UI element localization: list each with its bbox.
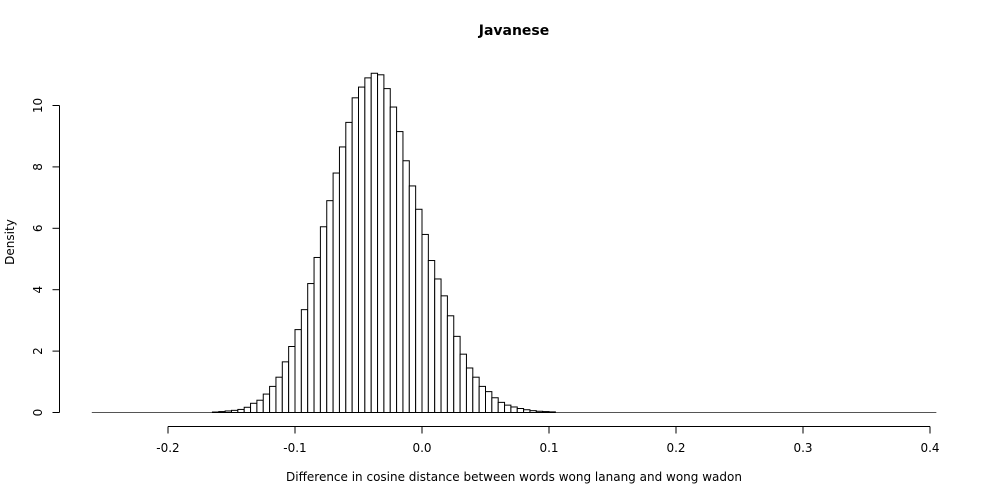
histogram-bar	[415, 208, 423, 413]
histogram-bar	[288, 346, 296, 413]
histogram-bar	[294, 329, 302, 413]
histogram-bar	[370, 72, 379, 413]
histogram-bar	[377, 74, 385, 414]
histogram-bar	[472, 376, 480, 414]
x-tick-label: 0.4	[920, 441, 939, 455]
histogram-bar	[383, 88, 391, 414]
histogram-bar	[300, 309, 309, 413]
histogram-bar	[275, 376, 283, 414]
histogram-bar	[358, 86, 366, 414]
histogram-bar	[313, 256, 321, 413]
histogram-bar	[421, 233, 429, 413]
histogram-bar	[510, 406, 518, 414]
x-tick-label: 0.3	[793, 441, 812, 455]
y-axis: 0 2 4 6 8 10	[31, 98, 60, 416]
histogram-bar	[529, 410, 537, 414]
histogram-bar	[237, 408, 245, 413]
histogram-bar	[485, 391, 493, 413]
x-tick-label: 0.0	[412, 441, 431, 455]
y-tick-label: 10	[31, 98, 45, 113]
histogram-bar	[440, 295, 448, 413]
histogram-bar	[338, 146, 347, 413]
histogram-bar	[548, 411, 556, 414]
histogram-bar	[491, 397, 499, 414]
histogram-bar	[535, 410, 544, 413]
histogram-bar	[427, 260, 436, 413]
histogram-bar	[364, 77, 372, 414]
histogram-bar	[218, 411, 226, 413]
y-tick-label: 6	[31, 224, 45, 232]
histogram-bar	[250, 402, 258, 414]
histogram-bar	[478, 385, 486, 413]
histogram-bar	[281, 361, 290, 414]
histogram-bar	[332, 172, 340, 413]
histogram-bar	[396, 131, 404, 413]
histogram-bar	[523, 409, 531, 413]
histogram-bar	[345, 121, 353, 413]
y-tick-label: 4	[31, 286, 45, 294]
histogram-bar	[446, 315, 455, 413]
x-tick-label: 0.1	[539, 441, 558, 455]
histogram-bar	[497, 401, 506, 413]
histogram-bar	[231, 409, 239, 414]
histogram-bar	[402, 160, 410, 413]
histogram-bar	[453, 335, 461, 413]
chart-title: Javanese	[478, 23, 550, 39]
histogram-bar	[319, 226, 328, 413]
x-tick-label: -0.2	[156, 441, 179, 455]
histogram-bar	[269, 385, 277, 413]
histogram-bar	[326, 200, 334, 413]
x-axis: -0.2 -0.1 0.0 0.1 0.2 0.3 0.4	[156, 426, 940, 455]
y-tick-label: 8	[31, 163, 45, 171]
histogram-bar	[224, 410, 232, 413]
y-axis-label: Density	[3, 219, 17, 265]
histogram-bar	[542, 411, 550, 413]
x-axis-label: Difference in cosine distance between wo…	[286, 470, 742, 484]
histogram-bar	[243, 406, 252, 413]
histogram-bar	[504, 404, 512, 414]
x-tick-label: -0.1	[283, 441, 306, 455]
histogram-bar	[389, 106, 398, 413]
y-tick-label: 0	[31, 409, 45, 417]
histogram-bar	[262, 393, 271, 413]
histogram-bar	[465, 367, 474, 413]
x-tick-label: 0.2	[666, 441, 685, 455]
y-tick-label: 2	[31, 347, 45, 355]
histogram-bar	[256, 399, 264, 414]
histogram-bar	[351, 97, 359, 413]
histogram-bar	[408, 185, 417, 413]
histogram-bar	[516, 408, 525, 414]
histogram-bar	[434, 278, 442, 413]
histogram-bar	[459, 353, 467, 414]
histogram-bars	[91, 72, 937, 414]
histogram-bar	[307, 283, 315, 413]
